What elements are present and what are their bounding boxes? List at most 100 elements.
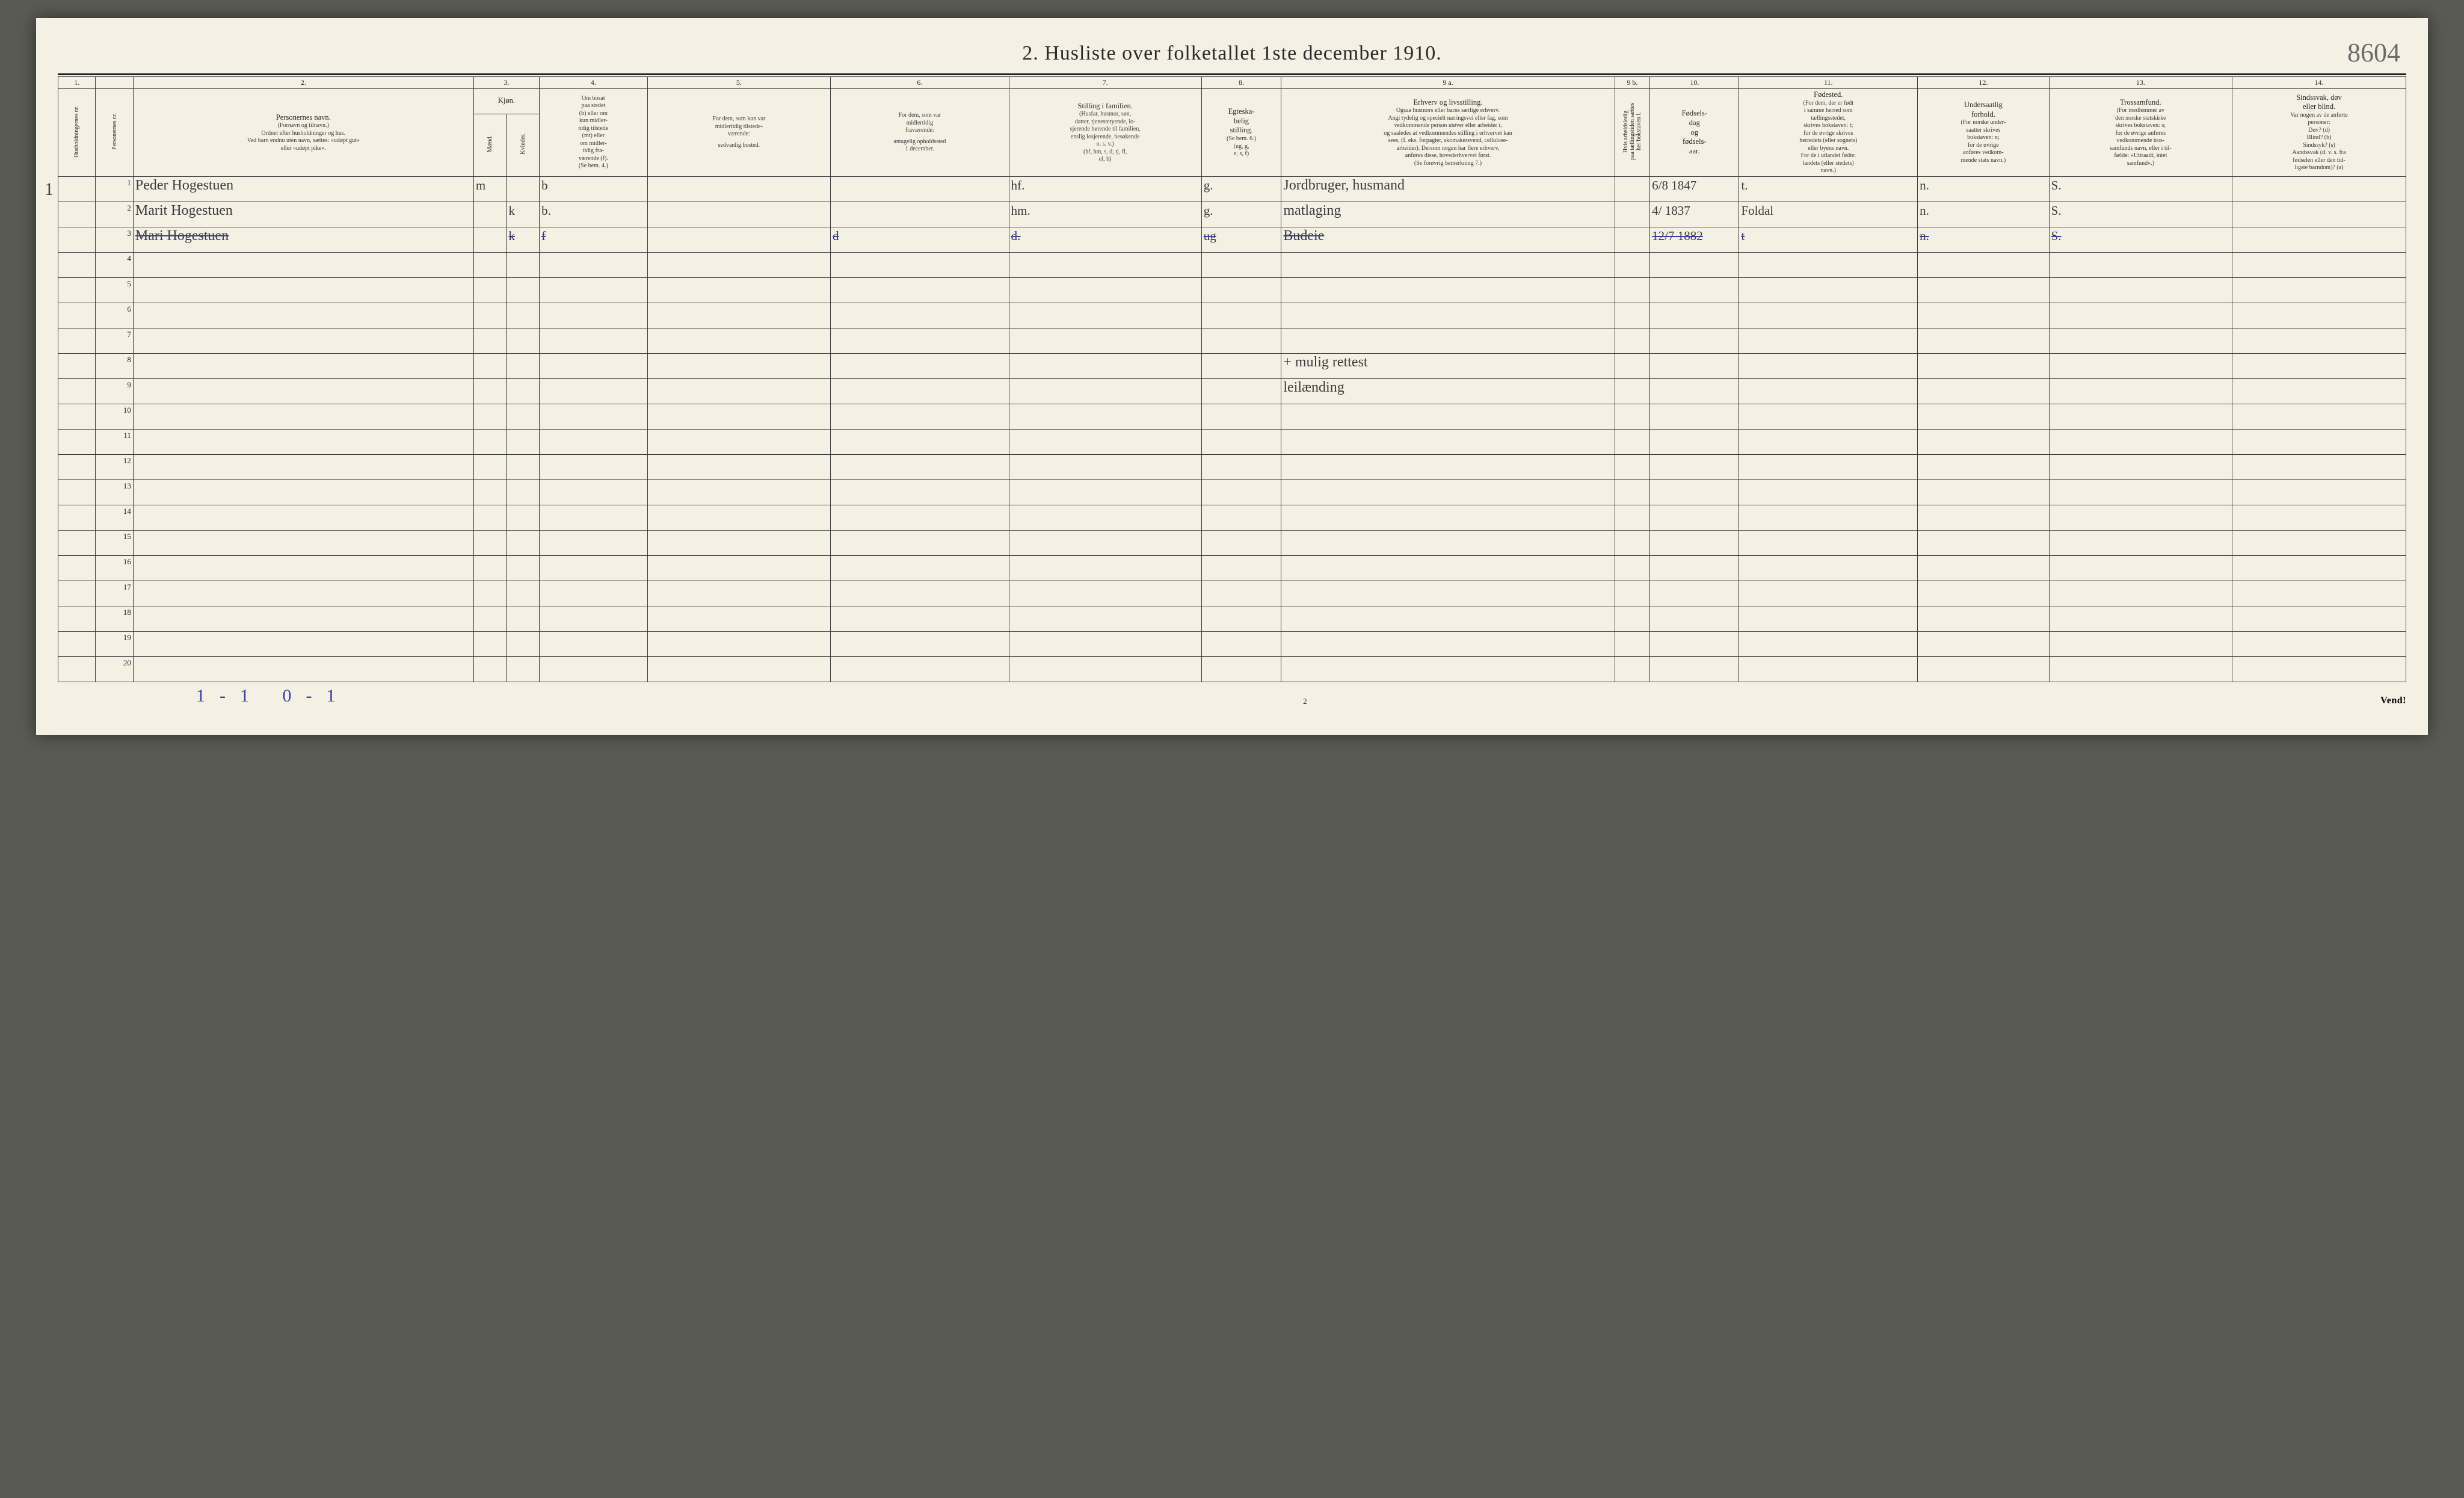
cell-sex-m [473, 479, 507, 505]
cell-name: Peder Hogestuen [133, 176, 473, 202]
cell-temp-absent [831, 505, 1009, 530]
cell-person-no: 19 [96, 631, 133, 656]
cell-residence-status [540, 378, 648, 404]
cell-religion [2049, 353, 2232, 378]
colnum: 10. [1650, 77, 1739, 89]
annotation-top-right: 8604 [2347, 37, 2400, 68]
cell-household-no [58, 378, 96, 404]
cell-nationality [1918, 530, 2050, 555]
cell-religion [2049, 631, 2232, 656]
cell-person-no: 14 [96, 505, 133, 530]
table-row: 15 [58, 530, 2406, 555]
cell-sex-k [507, 353, 540, 378]
cell-unemployed [1615, 252, 1650, 277]
cell-occupation [1281, 631, 1615, 656]
cell-residence-status [540, 530, 648, 555]
cell-sex-k: k [507, 227, 540, 252]
cell-nationality [1918, 631, 2050, 656]
cell-marital-status [1201, 429, 1281, 454]
cell-unemployed [1615, 505, 1650, 530]
colnum: 14. [2232, 77, 2406, 89]
cell-person-no: 3 [96, 227, 133, 252]
cell-name [133, 581, 473, 606]
cell-unemployed [1615, 277, 1650, 303]
table-row: 16 [58, 555, 2406, 581]
cell-temp-present [647, 505, 830, 530]
column-number-row: 1. 2. 3. 4. 5. 6. 7. 8. 9 a. 9 b. 10. 11… [58, 77, 2406, 89]
table-row: 5 [58, 277, 2406, 303]
cell-occupation [1281, 404, 1615, 429]
cell-household-no [58, 303, 96, 328]
cell-birthplace [1739, 353, 1918, 378]
cell-disability [2232, 505, 2406, 530]
cell-household-no [58, 530, 96, 555]
cell-sex-k [507, 404, 540, 429]
cell-religion [2049, 606, 2232, 631]
cell-temp-absent [831, 277, 1009, 303]
cell-nationality: n. [1918, 176, 2050, 202]
cell-sex-k: k [507, 202, 540, 227]
cell-family-position: hf. [1009, 176, 1201, 202]
cell-disability [2232, 227, 2406, 252]
cell-birthplace [1739, 631, 1918, 656]
col-sex: Kjøn. [473, 89, 539, 114]
cell-temp-absent [831, 202, 1009, 227]
cell-occupation [1281, 277, 1615, 303]
colnum: 7. [1009, 77, 1201, 89]
cell-sex-k [507, 277, 540, 303]
cell-disability [2232, 606, 2406, 631]
cell-temp-absent [831, 378, 1009, 404]
cell-birthdate [1650, 277, 1739, 303]
page-number: 2 [1303, 697, 1307, 706]
table-row: 3Mari Hogestuenkfdd.ugBudeie12/7 1882tn.… [58, 227, 2406, 252]
cell-birthplace [1739, 505, 1918, 530]
cell-birthplace [1739, 303, 1918, 328]
cell-occupation [1281, 252, 1615, 277]
cell-temp-present [647, 606, 830, 631]
cell-temp-present [647, 454, 830, 479]
cell-sex-m [473, 303, 507, 328]
cell-unemployed [1615, 378, 1650, 404]
cell-occupation [1281, 606, 1615, 631]
cell-marital-status [1201, 378, 1281, 404]
cell-marital-status [1201, 631, 1281, 656]
cell-occupation [1281, 530, 1615, 555]
cell-temp-present [647, 479, 830, 505]
cell-nationality [1918, 505, 2050, 530]
cell-birthdate [1650, 505, 1739, 530]
cell-disability [2232, 555, 2406, 581]
cell-residence-status [540, 581, 648, 606]
cell-family-position [1009, 252, 1201, 277]
header-row: Husholdningernes nr. Personernes nr. Per… [58, 89, 2406, 114]
cell-sex-k [507, 555, 540, 581]
cell-sex-m [473, 530, 507, 555]
cell-birthdate [1650, 454, 1739, 479]
cell-disability [2232, 429, 2406, 454]
cell-person-no: 6 [96, 303, 133, 328]
cell-unemployed [1615, 429, 1650, 454]
table-body: 1Peder Hogestuenmbhf.g.Jordbruger, husma… [58, 176, 2406, 682]
cell-temp-absent [831, 631, 1009, 656]
cell-person-no: 2 [96, 202, 133, 227]
colnum: 4. [540, 77, 648, 89]
cell-marital-status: g. [1201, 202, 1281, 227]
cell-birthdate: 12/7 1882 [1650, 227, 1739, 252]
cell-household-no [58, 479, 96, 505]
footer: 1-1 0-1 2 Vend! [58, 686, 2406, 706]
col-birthdate: Fødsels- dag og fødsels- aar. [1650, 89, 1739, 177]
cell-disability [2232, 303, 2406, 328]
cell-sex-m [473, 454, 507, 479]
cell-religion [2049, 656, 2232, 682]
col-marital-status: Egteska- belig stilling. (Se bem. 6.) (u… [1201, 89, 1281, 177]
cell-birthplace [1739, 656, 1918, 682]
col-nationality: Undersaatlig forhold. (For norske under-… [1918, 89, 2050, 177]
cell-family-position: d. [1009, 227, 1201, 252]
cell-residence-status [540, 454, 648, 479]
cell-person-no: 16 [96, 555, 133, 581]
cell-household-no [58, 277, 96, 303]
cell-residence-status [540, 277, 648, 303]
cell-temp-present [647, 555, 830, 581]
cell-marital-status [1201, 404, 1281, 429]
cell-sex-m [473, 277, 507, 303]
cell-religion [2049, 277, 2232, 303]
